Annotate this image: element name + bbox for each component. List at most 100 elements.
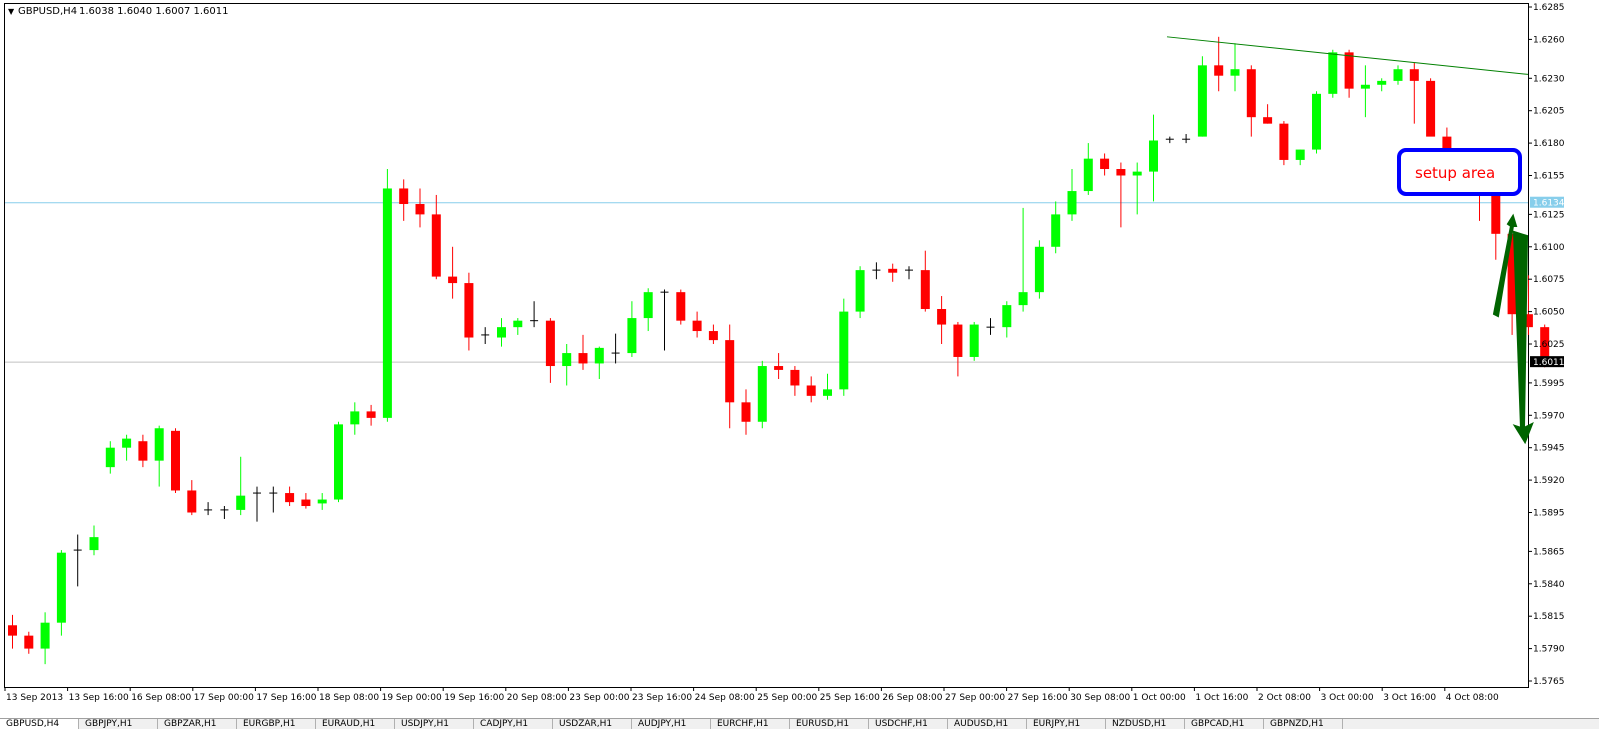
candle [708,324,718,344]
candle-body [708,331,718,341]
candle-body [627,318,637,354]
symbol-tab[interactable]: EURGBP,H1 [237,719,316,729]
candle-body [56,552,66,623]
candle [40,612,50,665]
symbol-tab[interactable]: NZDUSD,H1 [1106,719,1185,729]
candle [56,550,66,636]
resistance-trendline[interactable] [1166,36,1529,75]
candle [611,333,620,364]
symbol-tab[interactable]: USDZAR,H1 [553,719,632,729]
candle [1182,134,1191,144]
candle-body [171,430,180,491]
symbol-tab[interactable]: AUDUSD,H1 [948,719,1027,729]
candle [1246,65,1256,137]
candle-body [497,327,506,338]
candle [905,266,913,280]
x-axis-tick-label: 30 Sep 08:00 [1070,693,1130,703]
y-axis-tick-label: 1.6075 [1533,275,1565,285]
x-axis-tick-label: 24 Sep 08:00 [695,693,755,703]
x-axis-tick-label: 1 Oct 16:00 [1195,693,1248,703]
candle [513,318,523,335]
candle [1344,49,1354,98]
candle-body [138,441,148,461]
candle-body [969,324,979,357]
candle-body [855,270,865,312]
candle-body [431,214,441,277]
candle-body [1426,80,1436,137]
symbol-tab[interactable]: GBPZAR,H1 [158,719,237,729]
candle [350,402,360,435]
candle [1377,78,1387,92]
candle [1523,275,1533,335]
y-axis-tick-label: 1.5970 [1533,411,1565,421]
candle [464,272,474,351]
candle-body [1246,69,1256,118]
y-axis-tick-label: 1.6285 [1533,3,1565,13]
candle-body [317,499,327,504]
candle-body [1100,158,1110,170]
symbol-tab[interactable]: EURUSD,H1 [790,719,869,729]
symbol-tab[interactable]: GBPCAD,H1 [1185,719,1264,729]
candle [1328,49,1338,98]
candle-body [1230,69,1240,76]
symbol-tab[interactable]: EURJPY,H1 [1027,719,1106,729]
candle [855,266,865,319]
up-arrow-drawing[interactable] [1492,213,1518,318]
candle [187,480,197,516]
candle [1409,62,1419,124]
candle-body [806,385,816,396]
symbol-tab[interactable]: EURAUD,H1 [316,719,395,729]
candle [969,321,979,361]
candle [382,169,392,422]
horizontal-level-price-tag [1530,196,1564,208]
setup-area-box [1397,148,1522,196]
candle-body [1197,65,1207,137]
candle-body [1034,246,1044,293]
candle [627,301,637,357]
symbol-tab[interactable]: CADJPY,H1 [474,719,553,729]
candle-body [24,635,34,649]
chart-header-arrow[interactable]: ▼ [8,7,15,16]
candle-body [725,340,735,403]
down-arrow-drawing[interactable] [1512,230,1534,445]
candle [415,188,425,228]
symbol-tab[interactable]: GBPUSD,H4 [0,719,79,729]
candle-body [40,622,50,649]
candle-body [790,369,800,386]
x-axis-tick-label: 17 Sep 00:00 [194,693,254,703]
candle-body [757,366,767,422]
x-axis-tick-label: 19 Sep 00:00 [382,693,442,703]
candle [1214,36,1224,92]
candle [1083,143,1093,195]
candle [334,421,343,503]
symbol-tab[interactable]: AUDJPY,H1 [632,719,711,729]
candle [757,360,767,429]
symbol-tab[interactable]: GBPJPY,H1 [79,719,158,729]
candle-body [1116,169,1126,176]
y-axis-tick-label: 1.6180 [1533,139,1565,149]
x-axis-tick-label: 2 Oct 08:00 [1258,693,1311,703]
candle [578,334,588,370]
y-axis-tick-label: 1.5840 [1533,580,1565,590]
candle-body [1083,158,1093,192]
candle-body [1491,194,1501,234]
current-price-label: 1.6011 [1533,358,1565,368]
candle-body [1279,123,1289,160]
candle-body [285,493,295,503]
x-axis-tick-label: 19 Sep 16:00 [444,693,504,703]
x-axis-tick-label: 25 Sep 00:00 [757,693,817,703]
candle [1100,153,1110,176]
symbol-tab[interactable]: USDJPY,H1 [395,719,474,729]
candle-body [334,424,343,500]
x-axis-tick-label: 23 Sep 16:00 [632,693,692,703]
symbol-tab[interactable]: GBPNZD,H1 [1264,719,1343,729]
candle [1230,43,1240,92]
symbol-tab[interactable]: EURCHF,H1 [711,719,790,729]
candle-body [1295,149,1305,160]
candle [138,434,148,468]
symbol-tab[interactable]: USDCHF,H1 [869,719,948,729]
candle-body [643,292,653,319]
candle [1360,65,1370,118]
candle-body [1263,117,1273,124]
